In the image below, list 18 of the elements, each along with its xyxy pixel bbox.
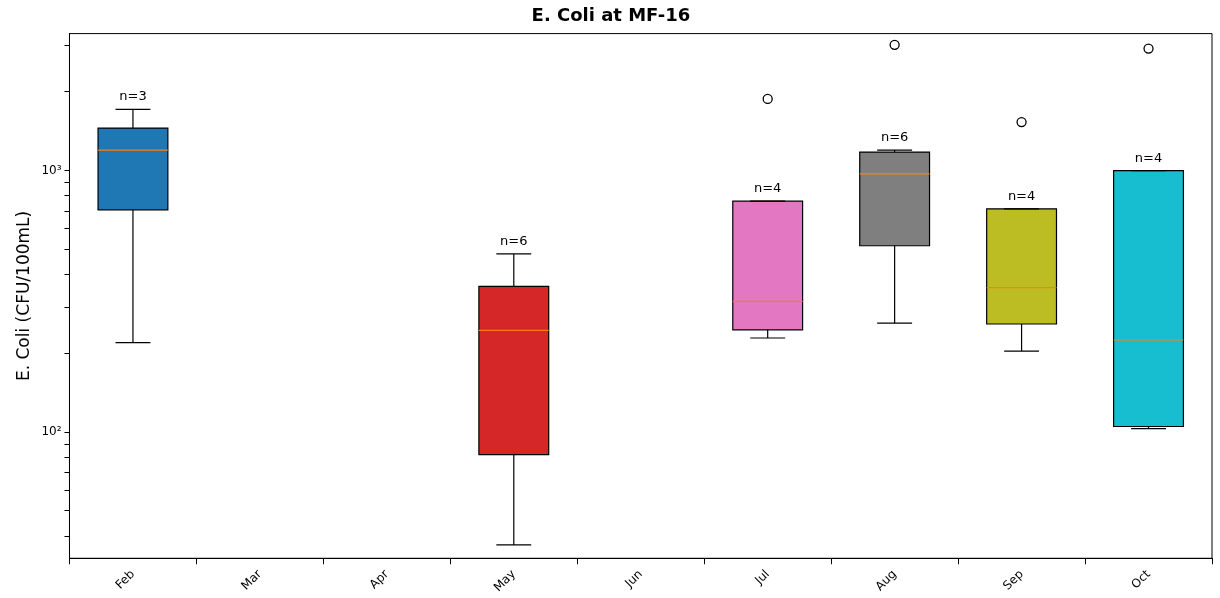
annotation: n=6 <box>880 128 909 144</box>
x-tick-label: Jul <box>751 566 773 588</box>
annotation: n=4 <box>1134 149 1163 165</box>
x-tick-label: Mar <box>238 566 265 593</box>
x-tick-label: Feb <box>112 566 138 592</box>
x-tick-label: Sep <box>1000 566 1026 593</box>
x-tick-label: Apr <box>366 566 392 592</box>
y-tick-label: 10² <box>41 424 62 439</box>
annotation: n=6 <box>500 232 528 248</box>
y-axis-title: E. Coli (CFU/100mL) <box>12 210 33 382</box>
x-tick-label: Oct <box>1128 566 1154 592</box>
annotation: n=3 <box>119 88 147 104</box>
y-tick-label: 10³ <box>41 162 62 177</box>
annotation: n=4 <box>1007 187 1036 203</box>
annotation: n=4 <box>753 180 782 196</box>
x-tick-label: Aug <box>872 566 899 594</box>
x-tick-label: Jun <box>621 566 646 591</box>
chart-title: E. Coli at MF-16 <box>531 4 691 26</box>
